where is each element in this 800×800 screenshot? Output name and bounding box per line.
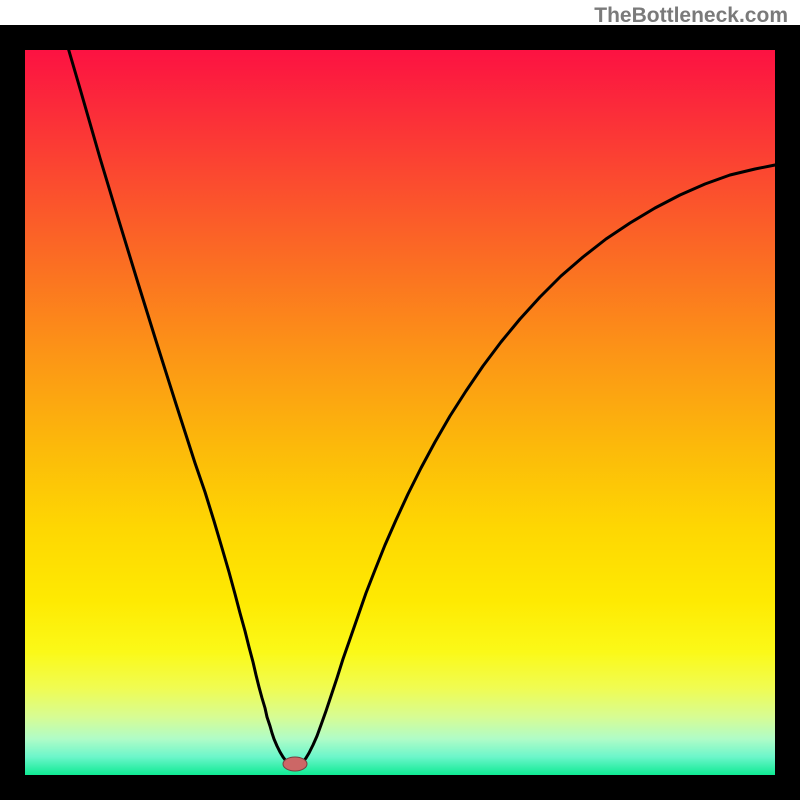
chart-root: TheBottleneck.com bbox=[0, 0, 800, 800]
gradient-background bbox=[25, 50, 775, 775]
watermark-text: TheBottleneck.com bbox=[594, 4, 788, 28]
